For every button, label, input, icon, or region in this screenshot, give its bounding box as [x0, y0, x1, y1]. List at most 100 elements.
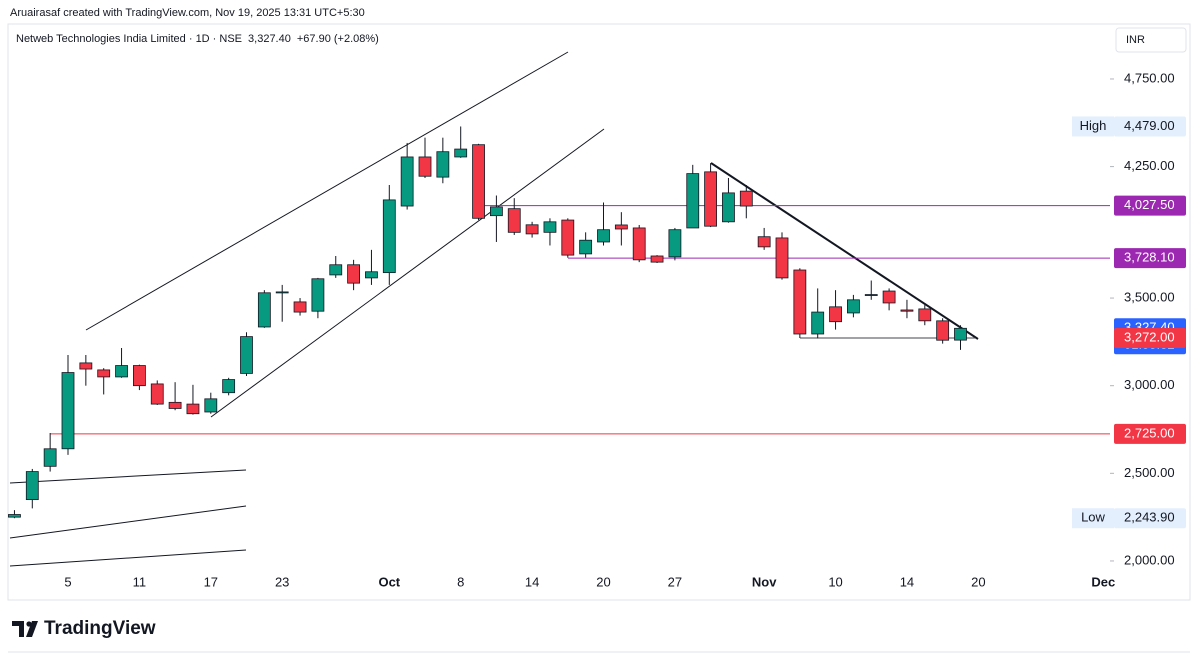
- x-tick-label: 23: [275, 574, 289, 589]
- tv-logo: [12, 621, 38, 637]
- candle-body: [222, 379, 236, 394]
- candle-body: [579, 239, 593, 255]
- candle-body: [61, 372, 75, 450]
- y-tick-label: 3,500.00: [1124, 289, 1175, 304]
- currency[interactable]: INR: [1126, 34, 1145, 46]
- candle-body: [240, 336, 253, 374]
- candle-body: [954, 327, 967, 341]
- candle-body: [614, 224, 628, 230]
- logo-icon: [12, 621, 38, 637]
- y-tick-label: 3,000.00: [1124, 377, 1175, 392]
- price-badge-label: 3,728.10: [1124, 250, 1175, 265]
- price-badge: [1114, 248, 1186, 269]
- y-tick-label: 4,250.00: [1124, 158, 1175, 173]
- candle-body: [597, 229, 610, 243]
- candle-body: [132, 365, 146, 387]
- attribution: Aruairasaf created with TradingView.com,…: [10, 7, 365, 19]
- drawings: [9, 51, 979, 567]
- candle-body: [25, 471, 39, 501]
- candle-body: [525, 224, 539, 235]
- candle-body: [275, 291, 289, 294]
- price-badge: [1114, 508, 1186, 529]
- channel-upper: [85, 51, 569, 331]
- trend-line: [9, 549, 247, 567]
- candle-body: [847, 299, 860, 314]
- logo-dot: [26, 621, 32, 627]
- candle-body: [400, 156, 414, 207]
- candle-body: [257, 292, 271, 328]
- x-tick-label: Dec: [1091, 574, 1115, 589]
- downtrend-line: [710, 162, 979, 340]
- candle-body: [97, 369, 111, 378]
- channel-lower: [210, 128, 605, 418]
- candle-body: [454, 148, 468, 158]
- hl-tag-label: High: [1080, 118, 1107, 133]
- price-badge-label: 4,479.00: [1124, 118, 1175, 133]
- candle-body: [739, 190, 753, 207]
- candle-body: [382, 199, 396, 274]
- candle-body: [829, 306, 842, 323]
- candle-body: [186, 403, 200, 415]
- x-tick-label: 11: [133, 574, 147, 589]
- candle-body: [864, 294, 878, 296]
- candle-body: [293, 301, 307, 313]
- price-badge-label: 4,027.50: [1124, 197, 1175, 212]
- candle-body: [632, 227, 646, 261]
- price-badge: [1114, 195, 1186, 216]
- y-tick-label: 2,500.00: [1124, 465, 1175, 480]
- candle-body: [900, 309, 914, 312]
- chart-frame: [7, 23, 1191, 601]
- price-badge: [1114, 423, 1186, 444]
- x-tick-label: 17: [204, 574, 218, 589]
- chart-title: Netweb Technologies India Limited · 1D ·…: [16, 33, 242, 45]
- x-tick-label: 5: [64, 574, 71, 589]
- candle-body: [43, 448, 57, 467]
- candle-body: [79, 362, 93, 370]
- x-tick-label: 27: [668, 574, 682, 589]
- brand: TradingView: [44, 618, 156, 639]
- candle-body: [168, 401, 182, 409]
- candle-body: [543, 221, 557, 233]
- candle-body: [436, 151, 450, 178]
- candle-body: [793, 269, 807, 335]
- hl-tag: [1072, 116, 1114, 137]
- price-badge-label: 3,272.00: [1124, 329, 1175, 344]
- trend-line: [9, 469, 247, 484]
- currency-box[interactable]: [1115, 27, 1187, 53]
- candle-body: [686, 173, 700, 229]
- price-badge: [1114, 328, 1186, 349]
- candle-body: [722, 192, 735, 223]
- x-tick-label: 20: [971, 574, 985, 589]
- candle-body: [472, 144, 485, 219]
- candle-body: [936, 320, 950, 341]
- candle-body: [365, 271, 378, 279]
- y-tick-label: 2,000.00: [1124, 552, 1175, 567]
- price-badge-label: 2,725.00: [1124, 425, 1175, 440]
- last-price: 3,327.40: [248, 33, 291, 45]
- x-tick-label: Nov: [752, 574, 777, 589]
- candle-body: [418, 156, 432, 177]
- candle-body: [882, 290, 896, 304]
- candle-body: [668, 229, 682, 258]
- x-tick-label: Oct: [378, 574, 400, 589]
- candle-body: [507, 208, 521, 233]
- candle-body: [811, 311, 825, 335]
- candle-body: [704, 171, 717, 227]
- candle-body: [757, 236, 771, 248]
- x-tick-label: 20: [596, 574, 610, 589]
- hl-tag: [1072, 508, 1114, 529]
- candle-body: [311, 278, 325, 312]
- price-badge-label: 2,243.90: [1124, 510, 1175, 525]
- price-change: +67.90 (+2.08%): [297, 33, 379, 45]
- candle-body: [489, 206, 503, 217]
- trend-line: [9, 505, 247, 539]
- candle-body: [775, 237, 789, 279]
- candle-body: [8, 514, 21, 518]
- x-tick-label: 8: [457, 574, 464, 589]
- x-tick-label: 14: [900, 574, 914, 589]
- hl-tag-label: Low: [1081, 510, 1105, 525]
- candle-body: [650, 255, 664, 263]
- candle-body: [150, 383, 164, 405]
